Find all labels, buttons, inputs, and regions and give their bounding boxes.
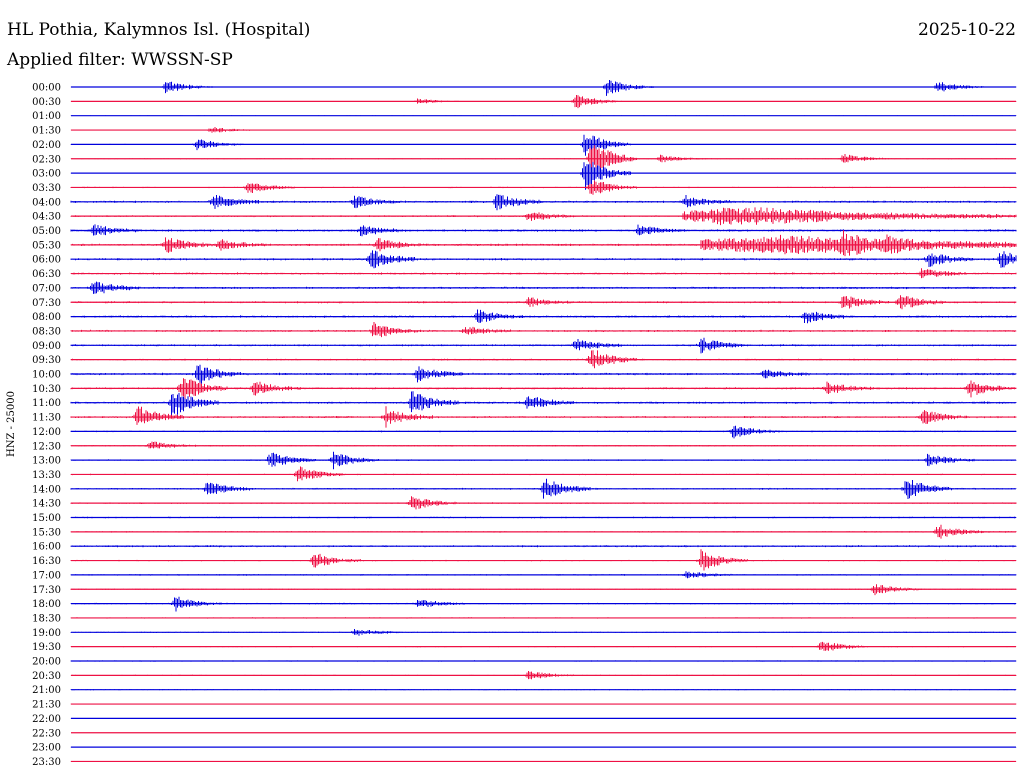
trace-line	[70, 425, 1017, 439]
row-time-label: 14:00	[32, 484, 61, 495]
trace-line	[70, 549, 1017, 571]
row-time-label: 06:00	[32, 255, 61, 266]
row-time-label: 10:00	[32, 370, 61, 381]
trace-group	[70, 80, 1017, 763]
trace-line	[70, 378, 1017, 401]
row-time-label: 22:00	[32, 714, 61, 725]
row-time-label: 19:00	[32, 628, 61, 639]
row-time-label: 13:30	[32, 470, 61, 481]
row-time-label: 07:00	[32, 283, 61, 294]
row-time-label: 10:30	[32, 384, 61, 395]
row-time-label: 04:00	[32, 197, 61, 208]
row-time-label: 03:30	[32, 183, 61, 194]
row-time-label: 03:00	[32, 169, 61, 180]
row-time-label: 18:00	[32, 599, 61, 610]
row-time-label: 13:00	[32, 456, 61, 467]
trace-line	[70, 134, 1017, 156]
row-time-label: 19:30	[32, 642, 61, 653]
trace-line	[70, 441, 1017, 449]
row-time-label: 09:00	[32, 341, 61, 352]
row-time-label: 17:30	[32, 585, 61, 596]
row-time-label: 21:00	[32, 685, 61, 696]
row-time-label: 08:00	[32, 312, 61, 323]
row-time-label: 02:30	[32, 154, 61, 165]
row-time-label: 21:30	[32, 700, 61, 711]
row-time-label: 15:30	[32, 527, 61, 538]
row-time-label: 23:00	[32, 743, 61, 754]
row-time-label: 20:00	[32, 657, 61, 668]
row-time-label: 14:30	[32, 499, 61, 510]
trace-line	[70, 80, 1017, 96]
row-time-label: 00:00	[32, 83, 61, 94]
row-time-label: 05:30	[32, 240, 61, 251]
trace-line	[70, 322, 1017, 338]
row-time-label: 16:30	[32, 556, 61, 567]
row-time-label: 11:00	[32, 398, 61, 409]
row-time-label: 15:00	[32, 513, 61, 524]
row-time-label: 22:30	[32, 728, 61, 739]
row-time-label: 09:30	[32, 355, 61, 366]
filter-label: Applied filter: WWSSN-SP	[7, 50, 233, 70]
row-time-label: 18:30	[32, 613, 61, 624]
row-time-label: 04:30	[32, 212, 61, 223]
trace-line	[70, 161, 1017, 190]
row-time-label: 07:30	[32, 298, 61, 309]
row-label-group: 00:00 00:30 01:00 01:30 02:00 02:30 03:00 03:30…	[32, 83, 61, 768]
trace-line	[70, 230, 1017, 257]
row-time-label: 06:30	[32, 269, 61, 280]
row-time-label: 02:00	[32, 140, 61, 151]
station-title: HL Pothia, Kalymnos Isl. (Hospital)	[7, 20, 311, 40]
row-time-label: 12:30	[32, 441, 61, 452]
row-time-label: 16:00	[32, 542, 61, 553]
row-time-label: 12:00	[32, 427, 61, 438]
row-time-label: 01:00	[32, 111, 61, 122]
row-time-label: 23:30	[32, 757, 61, 768]
row-time-label: 08:30	[32, 326, 61, 337]
row-time-label: 01:30	[32, 126, 61, 137]
row-time-label: 20:30	[32, 671, 61, 682]
plot-date: 2025-10-22	[917, 20, 1016, 40]
row-time-label: 11:30	[32, 413, 61, 424]
row-time-label: 05:00	[32, 226, 61, 237]
row-time-label: 00:30	[32, 97, 61, 108]
row-time-label: 17:00	[32, 570, 61, 581]
